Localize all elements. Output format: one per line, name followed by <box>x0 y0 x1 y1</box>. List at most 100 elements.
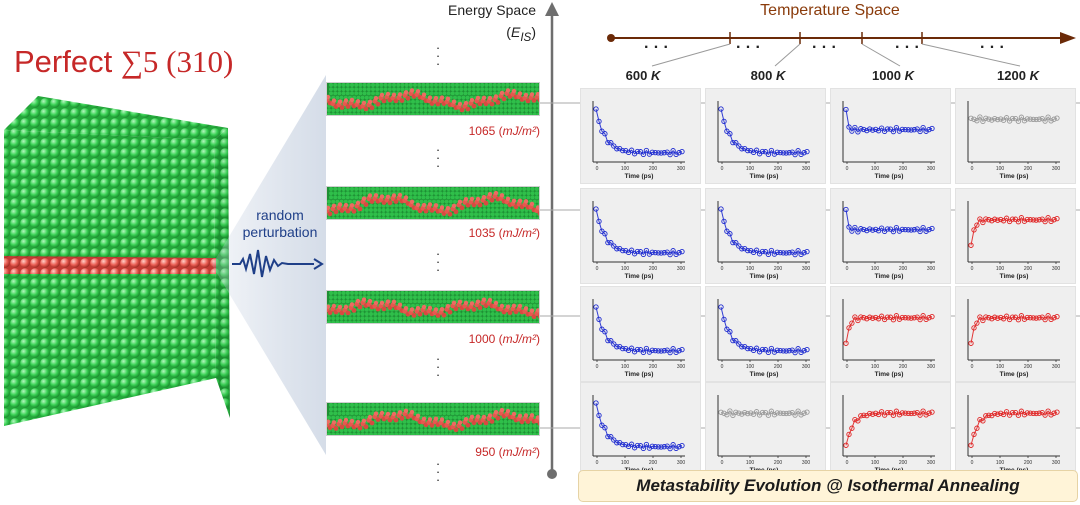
data-point <box>721 316 727 323</box>
data-point <box>875 228 882 234</box>
data-point <box>804 148 810 155</box>
data-point <box>986 116 992 122</box>
data-point <box>795 248 801 254</box>
x-tick-label: 0 <box>971 266 974 272</box>
data-point <box>792 251 798 258</box>
x-tick-label: 300 <box>1052 266 1061 272</box>
data-point <box>1012 409 1019 416</box>
data-point <box>1054 215 1060 222</box>
annealing-plot-800-1065: 0 100 200 300 Time (ps) <box>705 88 826 184</box>
data-point <box>905 127 911 133</box>
data-point <box>890 228 897 235</box>
data-point <box>992 216 998 222</box>
data-point <box>902 315 908 321</box>
svg-text:· · ·: · · · <box>895 39 920 56</box>
perturbation-label: random perturbation <box>232 207 328 241</box>
data-point <box>977 416 983 423</box>
data-point <box>893 313 900 319</box>
x-axis-label: Time (ps) <box>1000 273 1029 280</box>
data-point <box>753 247 760 253</box>
data-point <box>661 348 667 354</box>
data-point <box>649 347 655 353</box>
temperature-axis: · · · · · · · · · · · · · · · <box>607 32 1076 67</box>
data-point <box>670 346 676 352</box>
data-point <box>804 248 810 255</box>
temperature-unit: K <box>904 68 914 83</box>
data-point <box>721 118 727 125</box>
data-point <box>739 146 745 152</box>
data-point <box>873 314 879 321</box>
data-point <box>777 347 783 354</box>
data-point <box>873 410 879 416</box>
data-point <box>634 442 641 449</box>
x-tick-label: 200 <box>899 460 908 466</box>
data-point <box>968 442 974 448</box>
data-point <box>765 251 772 258</box>
energy-curve <box>970 116 1058 123</box>
energy-curve <box>845 209 933 233</box>
data-point <box>983 314 989 320</box>
perturbation-wave <box>232 249 324 278</box>
data-point <box>911 315 917 321</box>
data-point <box>890 412 897 418</box>
data-point <box>759 346 766 353</box>
data-point <box>661 250 667 256</box>
data-point <box>774 149 780 155</box>
data-point <box>878 225 885 231</box>
x-tick-label: 0 <box>721 460 724 466</box>
data-point <box>849 128 855 134</box>
data-point <box>974 320 980 326</box>
data-point <box>718 206 724 212</box>
data-point <box>971 325 977 331</box>
energy-curve <box>720 410 808 417</box>
x-tick-label: 100 <box>621 364 630 370</box>
data-point <box>718 106 724 112</box>
data-point <box>861 412 867 418</box>
data-point <box>893 124 900 131</box>
data-point <box>762 149 769 155</box>
data-point <box>1033 116 1039 123</box>
data-point <box>628 147 635 153</box>
data-point <box>643 147 650 154</box>
data-point <box>971 431 977 438</box>
data-point <box>878 313 885 319</box>
x-tick-label: 0 <box>846 364 849 370</box>
data-point <box>679 442 685 449</box>
x-tick-label: 0 <box>596 166 599 172</box>
data-point <box>762 249 769 255</box>
data-point <box>736 341 742 347</box>
data-point <box>745 345 751 352</box>
data-point <box>795 408 801 414</box>
x-tick-label: 0 <box>721 266 724 272</box>
x-tick-label: 100 <box>621 460 630 466</box>
data-point <box>873 226 879 233</box>
data-point <box>602 329 608 335</box>
data-point <box>1042 412 1048 418</box>
data-point <box>1030 315 1036 321</box>
data-point <box>902 126 908 133</box>
data-point <box>777 410 783 416</box>
data-point <box>667 251 673 258</box>
data-point <box>783 250 789 256</box>
x-tick-label: 200 <box>774 460 783 466</box>
ellipsis-dots: · · · <box>435 40 441 71</box>
data-point <box>753 345 760 351</box>
x-tick-label: 200 <box>649 266 658 272</box>
annealing-plot-1200-1035: 0 100 200 300 Time (ps) <box>955 188 1076 284</box>
annealing-plot-600-1035: 0 100 200 300 Time (ps) <box>580 188 701 284</box>
data-point <box>977 114 983 120</box>
data-point <box>974 222 980 228</box>
data-point <box>655 444 661 450</box>
x-tick-label: 0 <box>721 166 724 172</box>
svg-text:· · ·: · · · <box>980 39 1005 56</box>
data-point <box>929 125 935 132</box>
temperature-leader-line <box>861 43 901 67</box>
data-point <box>899 410 905 416</box>
data-point <box>986 315 992 321</box>
data-point <box>855 129 861 135</box>
data-point <box>989 218 995 224</box>
data-point <box>783 150 789 156</box>
data-point <box>1000 316 1007 322</box>
annealing-plot-800-1035: 0 100 200 300 Time (ps) <box>705 188 826 284</box>
data-point <box>858 226 864 232</box>
